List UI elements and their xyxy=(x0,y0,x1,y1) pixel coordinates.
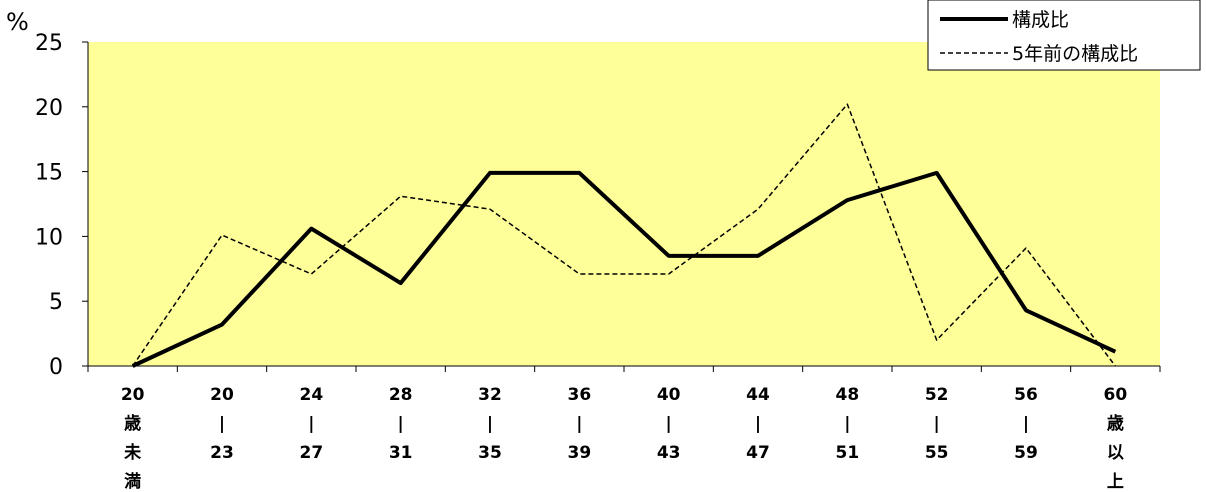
x-tick-label: 23 xyxy=(210,443,234,463)
x-tick-label: | xyxy=(666,414,672,434)
x-tick-label: 56 xyxy=(1014,385,1038,405)
x-tick-label: 35 xyxy=(478,443,502,463)
legend-box xyxy=(927,0,1201,71)
x-tick-label: 20 xyxy=(210,385,234,405)
x-tick-label: 32 xyxy=(478,385,502,405)
x-tick-label: | xyxy=(308,414,314,434)
x-tick-label: 未 xyxy=(123,442,141,463)
x-tick-label: 60 xyxy=(1103,385,1127,405)
x-tick-label: | xyxy=(844,414,850,434)
x-tick-label: 59 xyxy=(1014,443,1038,463)
x-tick-label: | xyxy=(934,414,940,434)
x-tick-label: 52 xyxy=(925,385,949,405)
x-tick-label: 51 xyxy=(835,443,859,463)
x-tick-label: 44 xyxy=(746,385,770,405)
y-tick-label: 10 xyxy=(35,225,63,250)
x-tick-label: | xyxy=(487,414,493,434)
x-tick-label: 48 xyxy=(835,385,859,405)
x-tick-label: 55 xyxy=(925,443,949,463)
x-tick-label: 歳 xyxy=(1107,413,1124,434)
x-tick-label: 39 xyxy=(567,443,591,463)
x-tick-label: 28 xyxy=(389,385,413,405)
x-tick-label: 43 xyxy=(657,443,681,463)
x-tick-label: | xyxy=(755,414,761,434)
x-tick-label: 歳 xyxy=(124,413,141,434)
x-tick-label: 満 xyxy=(124,471,141,492)
x-axis-ticks: 20歳未満20|2324|2728|3132|3536|3940|4344|47… xyxy=(87,366,1161,492)
series-layer xyxy=(131,103,1117,368)
x-tick-label: 以 xyxy=(1107,443,1124,463)
legend-label: 構成比 xyxy=(1012,9,1069,31)
y-tick-label: 25 xyxy=(35,31,63,56)
y-tick-label: 0 xyxy=(49,355,63,380)
x-tick-label: | xyxy=(219,414,225,434)
x-tick-label: | xyxy=(398,414,404,434)
y-tick-label: 5 xyxy=(49,290,63,315)
y-tick-label: 15 xyxy=(35,161,63,186)
x-tick-label: 20 xyxy=(121,385,145,405)
y-axis-unit-label: % xyxy=(6,8,29,36)
y-tick-label: 20 xyxy=(35,96,63,121)
x-tick-label: | xyxy=(1023,414,1029,434)
x-tick-label: 27 xyxy=(299,443,323,463)
x-tick-label: 47 xyxy=(746,443,770,463)
series-line-current xyxy=(131,170,1117,368)
plot-area xyxy=(88,42,1160,366)
legend-label: 5年前の構成比 xyxy=(1012,43,1138,65)
x-tick-label: 40 xyxy=(657,385,681,405)
x-tick-label: | xyxy=(576,414,582,434)
legend: 構成比 5年前の構成比 xyxy=(927,0,1201,71)
x-tick-label: 31 xyxy=(389,443,413,463)
x-tick-label: 上 xyxy=(1107,472,1124,492)
series-line-5-years-ago xyxy=(132,103,1116,367)
x-tick-label: 36 xyxy=(567,385,591,405)
y-axis-ticks: 0 5 10 15 20 25 xyxy=(35,31,88,380)
x-tick-label: 24 xyxy=(299,385,323,405)
